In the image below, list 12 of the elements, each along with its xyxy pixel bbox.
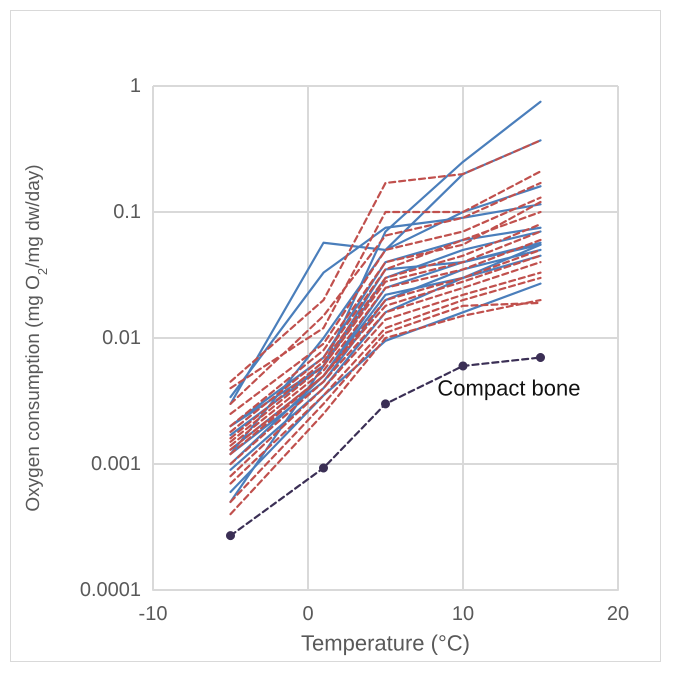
x-tick-label: 20 xyxy=(606,603,630,625)
series-label: Compact bone xyxy=(437,376,580,401)
y-axis-title: Oxygen consumption (mg O2/mg dw/day) xyxy=(23,164,50,512)
x-tick-label: 10 xyxy=(452,603,474,625)
y-tick-label: 0.01 xyxy=(102,327,141,349)
y-tick-label: 0.0001 xyxy=(80,579,141,601)
y-tick-label: 0.1 xyxy=(113,201,141,223)
x-tick-label: 0 xyxy=(302,603,314,625)
y-tick-label: 1 xyxy=(130,75,141,97)
x-axis-title: Temperature (°C) xyxy=(301,630,470,656)
x-tick-label: -10 xyxy=(138,603,168,625)
y-tick-label: 0.001 xyxy=(90,453,141,475)
